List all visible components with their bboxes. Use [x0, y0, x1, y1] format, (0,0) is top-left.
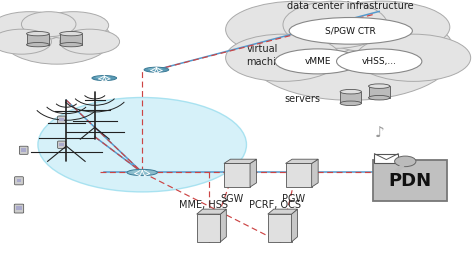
Ellipse shape	[394, 156, 416, 167]
Polygon shape	[220, 209, 227, 242]
FancyBboxPatch shape	[19, 146, 28, 154]
Ellipse shape	[132, 170, 150, 173]
Ellipse shape	[340, 101, 361, 106]
Ellipse shape	[0, 29, 51, 54]
Polygon shape	[285, 159, 318, 163]
Polygon shape	[27, 34, 49, 45]
Ellipse shape	[27, 31, 49, 36]
FancyBboxPatch shape	[14, 204, 24, 213]
Ellipse shape	[289, 18, 412, 44]
Polygon shape	[224, 159, 256, 163]
Ellipse shape	[21, 12, 76, 37]
Ellipse shape	[96, 76, 110, 79]
Ellipse shape	[27, 43, 49, 47]
Ellipse shape	[337, 49, 422, 74]
Ellipse shape	[148, 68, 163, 70]
FancyBboxPatch shape	[60, 143, 64, 146]
Polygon shape	[340, 92, 361, 103]
Polygon shape	[197, 209, 227, 214]
Text: ♪: ♪	[374, 126, 384, 141]
Polygon shape	[224, 163, 250, 187]
Ellipse shape	[60, 43, 82, 47]
Ellipse shape	[226, 34, 340, 81]
Ellipse shape	[60, 31, 82, 36]
Polygon shape	[60, 34, 82, 45]
Ellipse shape	[38, 12, 109, 39]
FancyBboxPatch shape	[60, 118, 64, 121]
Text: servers: servers	[284, 94, 320, 104]
Ellipse shape	[369, 95, 390, 100]
Polygon shape	[292, 209, 298, 242]
Polygon shape	[311, 159, 318, 187]
Polygon shape	[268, 209, 298, 214]
Ellipse shape	[144, 67, 169, 72]
Ellipse shape	[340, 90, 361, 94]
Ellipse shape	[38, 98, 246, 192]
FancyBboxPatch shape	[374, 154, 398, 163]
Ellipse shape	[275, 49, 360, 74]
Text: PGW: PGW	[283, 194, 305, 204]
Polygon shape	[369, 86, 390, 98]
Text: PCRF, OCS: PCRF, OCS	[249, 200, 301, 210]
Text: data center infrastructure: data center infrastructure	[287, 1, 414, 11]
Polygon shape	[285, 163, 311, 187]
Ellipse shape	[356, 34, 471, 81]
FancyBboxPatch shape	[15, 177, 23, 185]
Text: SGW: SGW	[220, 194, 244, 204]
FancyBboxPatch shape	[16, 206, 22, 210]
Polygon shape	[197, 214, 220, 242]
Ellipse shape	[283, 1, 387, 48]
Ellipse shape	[369, 84, 390, 88]
Ellipse shape	[92, 76, 117, 81]
Ellipse shape	[314, 1, 450, 53]
Polygon shape	[250, 159, 256, 187]
Text: S/PGW CTR: S/PGW CTR	[325, 26, 376, 35]
Polygon shape	[268, 214, 292, 242]
FancyBboxPatch shape	[58, 141, 65, 148]
Ellipse shape	[226, 1, 372, 58]
Text: vHSS,...: vHSS,...	[362, 57, 397, 66]
Ellipse shape	[2, 14, 111, 64]
Text: virtual
machines: virtual machines	[246, 44, 294, 68]
Text: vMME: vMME	[304, 57, 331, 66]
Ellipse shape	[0, 12, 68, 42]
Ellipse shape	[246, 6, 455, 100]
FancyBboxPatch shape	[17, 178, 21, 182]
FancyBboxPatch shape	[58, 116, 65, 123]
FancyBboxPatch shape	[373, 160, 447, 201]
Text: PDN: PDN	[389, 172, 431, 190]
FancyBboxPatch shape	[21, 148, 26, 152]
Text: MME, HSS: MME, HSS	[179, 200, 228, 210]
Ellipse shape	[127, 169, 157, 176]
Ellipse shape	[60, 29, 119, 54]
